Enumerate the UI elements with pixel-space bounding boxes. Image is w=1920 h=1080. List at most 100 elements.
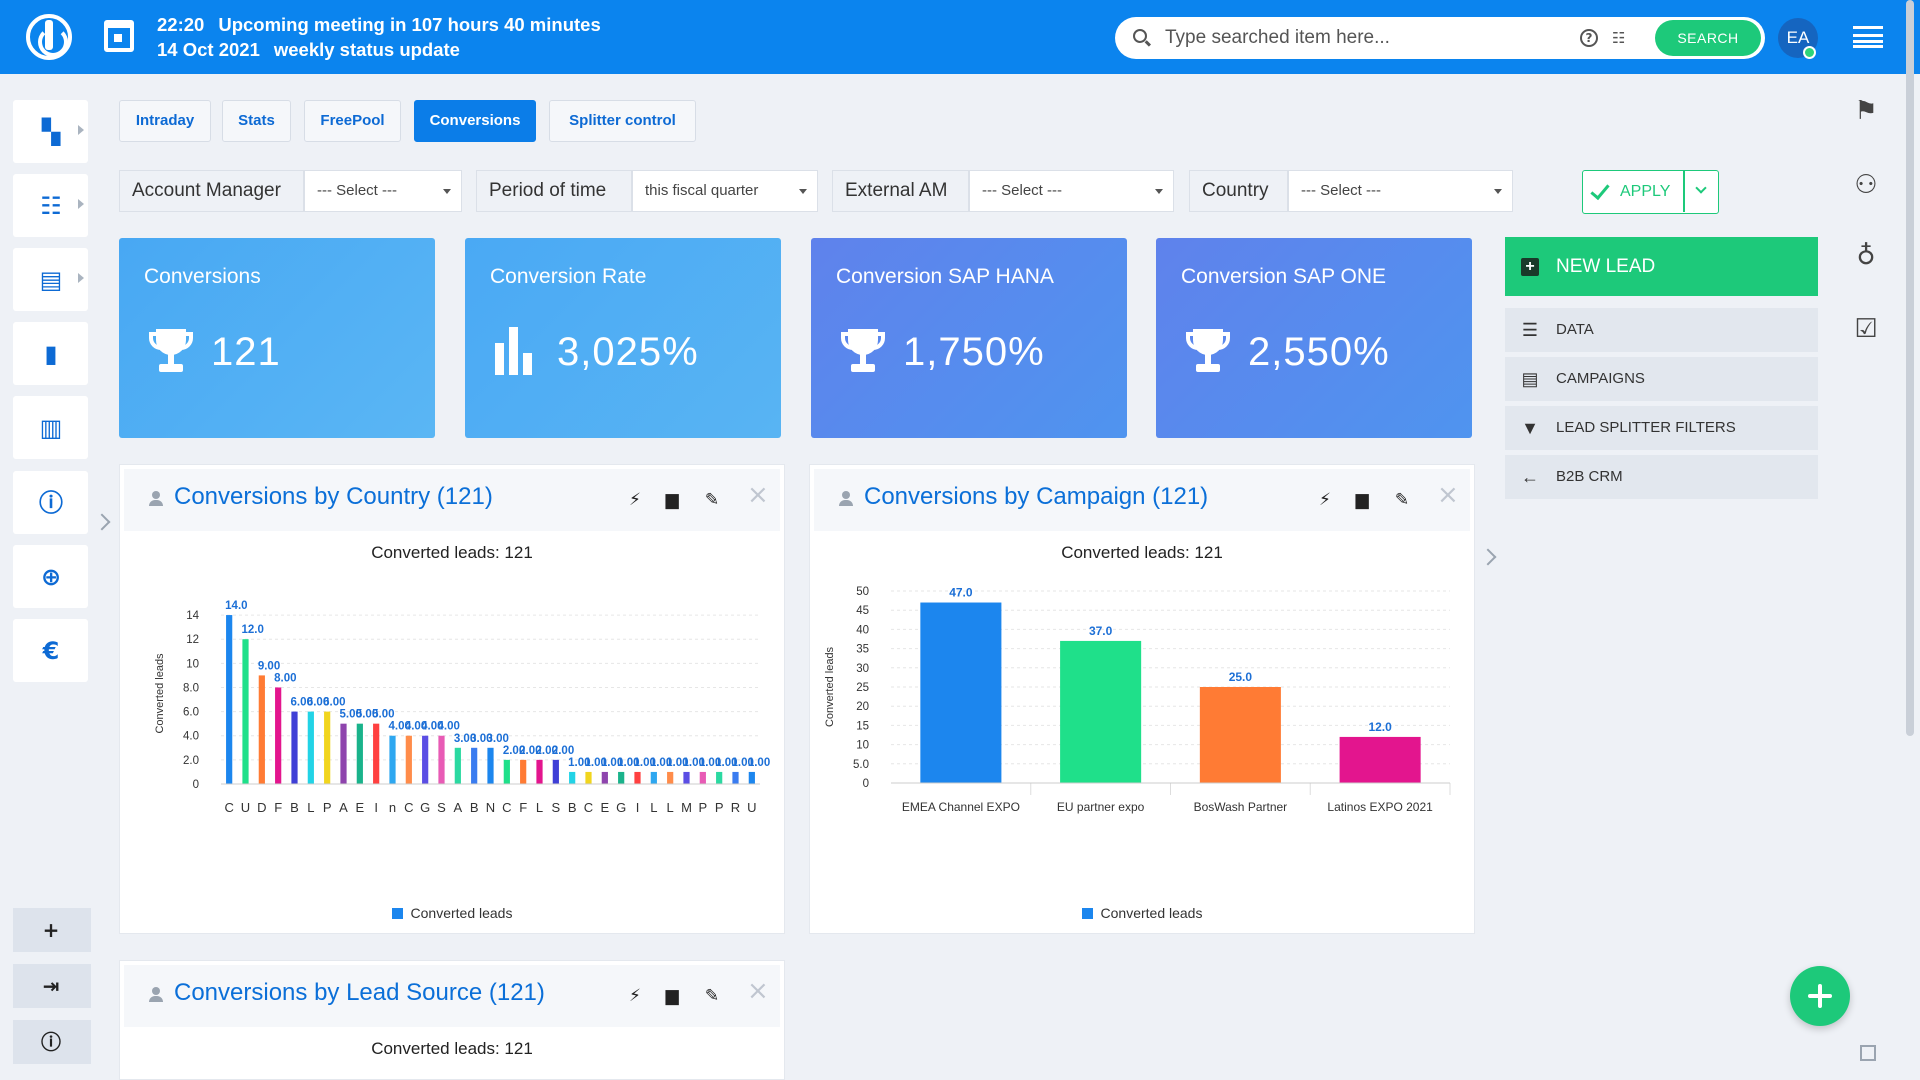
trash-icon[interactable]: ▆ [665,490,679,510]
chart-legend[interactable]: Converted leads [810,905,1474,921]
trash-icon[interactable]: ▆ [665,986,679,1006]
sidebar-item-alarm[interactable]: ⊕ [13,545,88,608]
user-search-icon[interactable]: ⚇ [1854,170,1878,200]
bar [920,602,1002,783]
flag-icon[interactable]: ⚑ [1854,96,1878,126]
x-tick-label: E [355,800,364,815]
close-icon[interactable]: × [747,480,769,510]
trophy-icon [1186,329,1230,375]
sidebar-item-clipboard[interactable]: ▤ [13,248,88,311]
sidebar-bottom-login[interactable]: ⇥ [13,964,91,1008]
x-tick-label: P [715,800,724,815]
flash-icon[interactable]: ⚡ [1319,490,1331,510]
panel-title: Conversions by Country (121) [174,483,493,510]
trophy-icon [841,329,885,375]
apply-options-chevron-icon[interactable] [1695,182,1707,194]
search-button[interactable]: SEARCH [1655,20,1761,56]
meeting-countdown: Upcoming meeting in 107 hours 40 minutes [218,14,601,35]
y-tick-label: 2.0 [183,755,199,767]
panel-expand-chevron-icon[interactable] [1479,548,1497,566]
data-label: 2.00 [552,745,574,757]
sidebar-item-euro[interactable]: € [13,619,88,682]
x-tick-label: C [404,800,413,815]
apply-button[interactable]: APPLY [1582,170,1719,214]
add-fab-button[interactable] [1790,966,1850,1026]
period-select[interactable]: this fiscal quarter [632,170,818,212]
help-icon[interactable]: ? [1580,29,1598,47]
side-link-label: CAMPAIGNS [1556,370,1645,387]
x-tick-label: G [420,800,430,815]
edit-icon[interactable]: ✎ [704,986,720,1006]
flash-icon[interactable]: ⚡ [629,986,641,1006]
sidebar-bottom-info[interactable]: ⓘ [13,1020,91,1064]
calendar-icon[interactable] [104,20,134,52]
scrollbar[interactable] [1906,0,1914,736]
sidebar-item-dashboard[interactable]: ▚ [13,100,88,163]
close-icon[interactable]: × [747,976,769,1006]
meeting-notice[interactable]: 22:20 Upcoming meeting in 107 hours 40 mi… [157,14,615,36]
fullscreen-icon[interactable] [1860,1045,1876,1061]
meeting-details[interactable]: 14 Oct 2021 weekly status update [157,39,474,61]
bar [389,735,396,784]
x-tick-label: F [274,800,282,815]
tab-conversions[interactable]: Conversions [414,100,536,142]
x-tick-label: I [374,800,378,815]
data-label: 5.00 [372,709,394,721]
trash-icon[interactable]: ▆ [1355,490,1369,510]
data-label: 3.00 [470,733,492,745]
app-logo[interactable] [26,14,72,60]
kpi-card[interactable]: Conversion Rate 3,025% [465,238,781,438]
trophy-icon [149,329,193,375]
flash-icon[interactable]: ⚡ [629,490,641,510]
bar [585,771,592,784]
alert-icon: ⓘ [39,489,63,517]
country-select[interactable]: --- Select --- [1288,170,1513,212]
sidebar-item-alert[interactable]: ⓘ [13,471,88,534]
chart-legend[interactable]: Converted leads [120,905,784,921]
tab-freepool[interactable]: FreePool [304,100,401,142]
kpi-card[interactable]: Conversion SAP ONE 2,550% [1156,238,1472,438]
lightbulb-icon[interactable]: ♁ [1856,241,1876,271]
tab-stats[interactable]: Stats [222,100,291,142]
data-label: 6.00 [291,697,313,709]
account-manager-select[interactable]: --- Select --- [304,170,462,212]
side-link-label: B2B CRM [1556,468,1623,485]
panel-conversions-by-country: Conversions by Country (121) ⚡ ▆ ✎ × Con… [119,464,785,934]
sidebar-item-statistics[interactable]: ▥ [13,396,88,459]
side-link-b2b-crm[interactable]: ← B2B CRM [1505,455,1818,499]
sidebar-item-bar-chart[interactable]: ▮ [13,322,88,385]
tab-splitter-control[interactable]: Splitter control [549,100,696,142]
new-lead-button[interactable]: + NEW LEAD [1505,237,1818,296]
x-tick-label: A [453,800,462,815]
sidebar-item-hierarchy[interactable]: ☷ [13,174,88,237]
data-label: 1.00 [666,757,688,769]
search-input[interactable] [1165,23,1565,53]
bar [340,723,347,784]
side-link-campaigns[interactable]: ▤ CAMPAIGNS [1505,357,1818,401]
tab-intraday[interactable]: Intraday [119,100,211,142]
close-icon[interactable]: × [1437,480,1459,510]
y-axis-label: Converted leads [154,653,166,734]
sidebar-bottom-add-user[interactable]: + [13,908,91,952]
clipboard-icon: ▤ [39,266,63,294]
data-label: 1.00 [568,757,590,769]
edit-icon[interactable]: ✎ [1394,490,1410,510]
avatar[interactable]: EA [1778,18,1818,58]
external-am-select[interactable]: --- Select --- [969,170,1174,212]
checklist-icon[interactable]: ☑ [1854,314,1878,344]
kpi-card[interactable]: Conversions 121 [119,238,435,438]
edit-icon[interactable]: ✎ [704,490,720,510]
side-link-data[interactable]: ☰ DATA [1505,308,1818,352]
search-options-icon[interactable]: ☷ [1612,29,1626,47]
bar [716,771,723,784]
side-link-lead-splitter-filters[interactable]: ▼ LEAD SPLITTER FILTERS [1505,406,1818,450]
hamburger-menu-icon[interactable] [1853,26,1883,48]
sidebar-collapse-chevron-icon[interactable] [93,513,111,531]
kpi-card[interactable]: Conversion SAP HANA 1,750% [811,238,1127,438]
apply-label: APPLY [1620,183,1671,200]
expand-caret-icon [78,125,84,135]
panel-header: Conversions by Campaign (121) ⚡ ▆ ✎ × [814,469,1470,531]
panel-conversions-by-lead-source: Conversions by Lead Source (121) ⚡ ▆ ✎ ×… [119,960,785,1080]
x-tick-label: B [290,800,299,815]
panel-header: Conversions by Lead Source (121) ⚡ ▆ ✎ × [124,965,780,1027]
